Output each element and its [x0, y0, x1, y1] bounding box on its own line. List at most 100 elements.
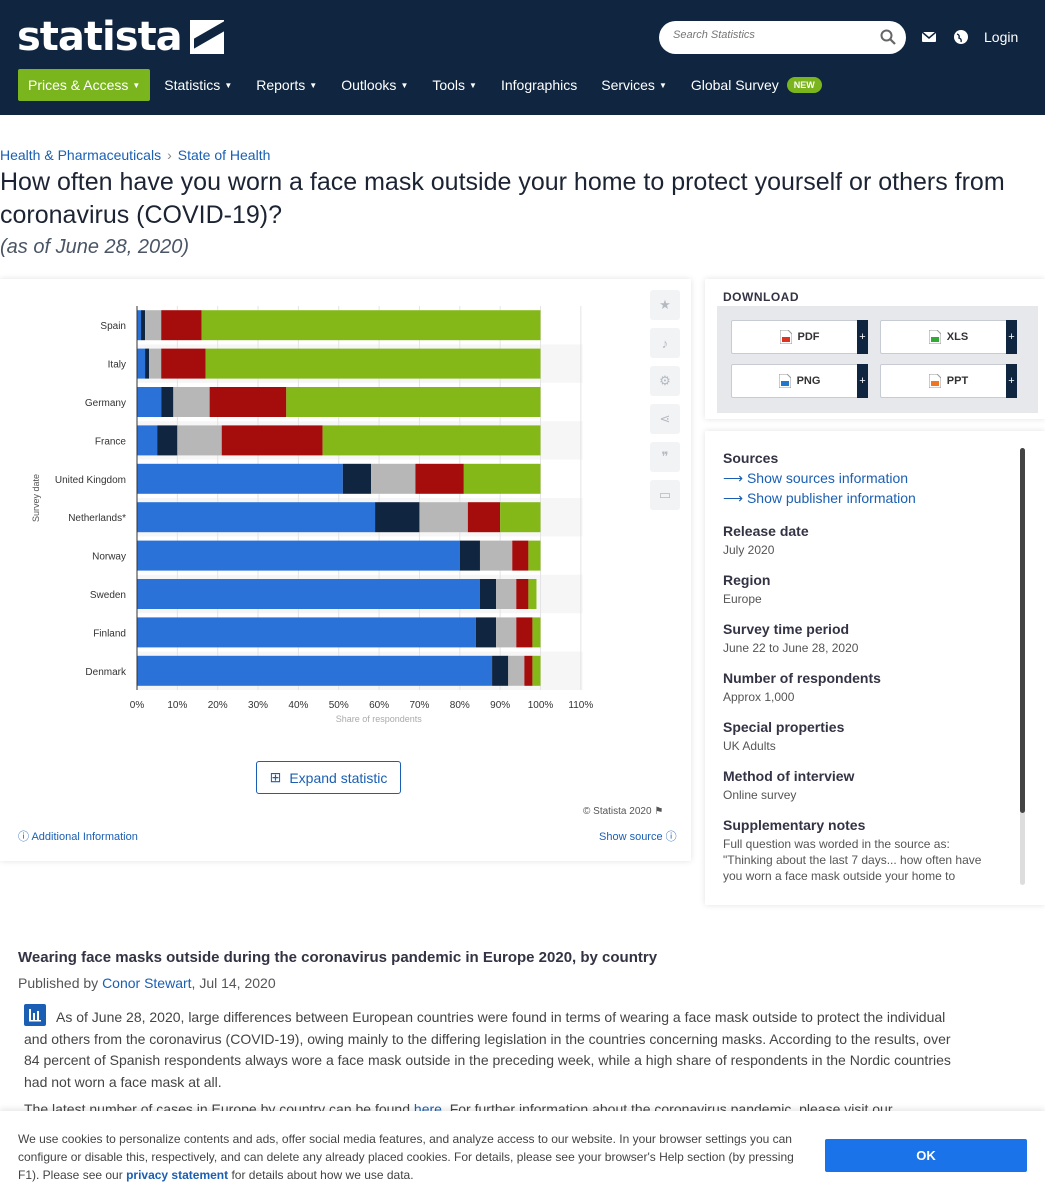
show-publisher-link[interactable]: ⟶ Show publisher information	[723, 490, 916, 507]
special-properties-label: Special properties	[723, 719, 845, 735]
cookie-message-end: for details about how we use data.	[231, 1168, 414, 1182]
favorite-star-icon[interactable]: ★	[650, 290, 680, 320]
additional-info-link[interactable]: ⓘ Additional Information	[18, 828, 138, 844]
nav-statistics[interactable]: Statistics ▼	[164, 77, 232, 93]
citation-quote-icon[interactable]: ❞	[650, 442, 680, 472]
bar-segment-germany-2	[173, 387, 210, 417]
bar-segment-norway-4	[528, 540, 541, 571]
xls-file-icon	[928, 329, 942, 345]
bar-segment-norway-0	[137, 540, 460, 571]
bar-segment-united-kingdom-4	[463, 463, 541, 494]
arrow-right-icon: ⟶	[723, 490, 744, 506]
bar-segment-spain-0	[137, 310, 142, 341]
statistic-bar-icon	[24, 1004, 46, 1026]
breadcrumb-state-of-health[interactable]: State of Health	[177, 147, 271, 163]
nav-label: Prices & Access	[28, 77, 129, 93]
respondents-label: Number of respondents	[723, 670, 881, 686]
notes-label: Supplementary notes	[723, 817, 866, 833]
top-header: statista Login Prices & Access▼ Statisti…	[0, 0, 1045, 115]
breadcrumb: Health & Pharmaceuticals › State of Heal…	[0, 147, 270, 163]
bar-segment-finland-4	[532, 617, 541, 648]
show-source-label: Show source	[599, 831, 663, 843]
xls-label: XLS	[946, 331, 969, 343]
cookie-ok-button[interactable]: OK	[825, 1139, 1027, 1172]
bar-segment-netherlands--0	[137, 502, 376, 533]
download-xls-button[interactable]: XLS	[880, 320, 1017, 354]
method-value: Online survey	[723, 788, 797, 802]
nav-label: Statistics	[164, 77, 221, 93]
show-sources-label: Show sources information	[746, 470, 909, 486]
nav-outlooks[interactable]: Outlooks ▼	[341, 77, 408, 93]
download-png-button[interactable]: PNG	[731, 364, 868, 398]
copyright: © Statista 2020 ⚑	[583, 806, 663, 817]
login-link[interactable]: Login	[984, 29, 1019, 45]
copyright-text: © Statista 2020	[583, 806, 652, 817]
x-tick-label: 0%	[130, 700, 145, 711]
publish-date: , Jul 14, 2020	[191, 975, 276, 991]
bar-segment-germany-4	[286, 387, 541, 417]
special-properties-section: Special properties UK Adults	[723, 719, 844, 753]
bar-segment-denmark-1	[492, 655, 509, 686]
search-icon[interactable]	[880, 29, 896, 45]
sources-heading: Sources	[723, 450, 779, 466]
bar-segment-germany-0	[137, 387, 162, 417]
download-pdf-button[interactable]: PDF	[731, 320, 868, 354]
category-label: Denmark	[85, 667, 127, 678]
download-ppt-button[interactable]: PPT	[880, 364, 1017, 398]
show-sources-link[interactable]: ⟶ Show sources information	[723, 470, 916, 487]
ppt-plus-button[interactable]: +	[1006, 364, 1017, 398]
nav-label: Global Survey	[690, 77, 779, 93]
bar-segment-germany-1	[161, 387, 174, 417]
mail-icon[interactable]	[921, 29, 937, 45]
x-tick-label: 90%	[490, 700, 510, 711]
bar-segment-france-3	[221, 425, 323, 456]
notification-bell-icon[interactable]: ♪	[650, 328, 680, 358]
nav-services[interactable]: Services ▼	[601, 77, 667, 93]
article-meta: Published by Conor Stewart, Jul 14, 2020	[18, 975, 276, 991]
expand-statistic-button[interactable]: ⊞ Expand statistic	[256, 761, 401, 794]
author-link[interactable]: Conor Stewart	[102, 975, 192, 991]
nav-global-survey[interactable]: Global Survey NEW	[691, 77, 822, 93]
x-tick-label: 110%	[568, 700, 593, 711]
x-tick-label: 100%	[528, 700, 554, 711]
chart-toolbar: ★ ♪ ⚙ ⋖ ❞ ▭	[650, 290, 680, 518]
bar-segment-finland-2	[496, 617, 517, 648]
notes-line-1: Full question was worded in the source a…	[723, 837, 950, 851]
category-label: United Kingdom	[55, 475, 126, 486]
bar-segment-spain-2	[145, 310, 162, 341]
x-tick-label: 20%	[208, 700, 228, 711]
bar-segment-denmark-0	[137, 655, 493, 686]
globe-icon[interactable]	[953, 29, 969, 45]
nav-label: Infographics	[500, 77, 578, 93]
settings-gear-icon[interactable]: ⚙	[650, 366, 680, 396]
search-box[interactable]	[659, 21, 906, 54]
show-source-link[interactable]: Show source ⓘ	[599, 828, 677, 844]
method-section: Method of interview Online survey	[723, 768, 854, 802]
search-input[interactable]	[673, 29, 873, 41]
notes-line-2: "Thinking about the last 7 days... how o…	[723, 853, 982, 867]
privacy-statement-link[interactable]: privacy statement	[126, 1168, 229, 1182]
bar-segment-finland-3	[516, 617, 533, 648]
bar-segment-sweden-2	[496, 579, 517, 609]
bar-segment-denmark-3	[524, 655, 533, 686]
nav-reports[interactable]: Reports ▼	[256, 77, 317, 93]
respondents-value: Approx 1,000	[723, 690, 795, 704]
new-badge: NEW	[786, 77, 822, 93]
sources-scrollbar-thumb[interactable]	[1020, 448, 1025, 813]
x-tick-label: 60%	[369, 700, 389, 711]
png-plus-button[interactable]: +	[857, 364, 868, 398]
print-icon[interactable]: ▭	[650, 480, 680, 510]
nav-tools[interactable]: Tools ▼	[432, 77, 477, 93]
nav-prices-access[interactable]: Prices & Access ▼	[18, 69, 151, 101]
statista-logo[interactable]: statista	[17, 14, 224, 60]
pdf-plus-button[interactable]: +	[857, 320, 868, 354]
release-date-section: Release date July 2020	[723, 523, 809, 557]
nav-infographics[interactable]: Infographics	[501, 77, 577, 93]
release-date-label: Release date	[723, 523, 809, 539]
share-icon[interactable]: ⋖	[650, 404, 680, 434]
breadcrumb-health[interactable]: Health & Pharmaceuticals	[0, 147, 162, 163]
xls-plus-button[interactable]: +	[1006, 320, 1017, 354]
article-body: As of June 28, 2020, large differences b…	[24, 1009, 951, 1090]
bar-segment-spain-1	[141, 310, 146, 341]
download-buttons-area: PDF + XLS + PNG + PPT +	[717, 306, 1038, 413]
